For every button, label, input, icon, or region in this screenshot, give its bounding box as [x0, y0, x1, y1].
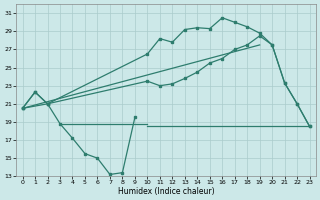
X-axis label: Humidex (Indice chaleur): Humidex (Indice chaleur) [118, 187, 214, 196]
